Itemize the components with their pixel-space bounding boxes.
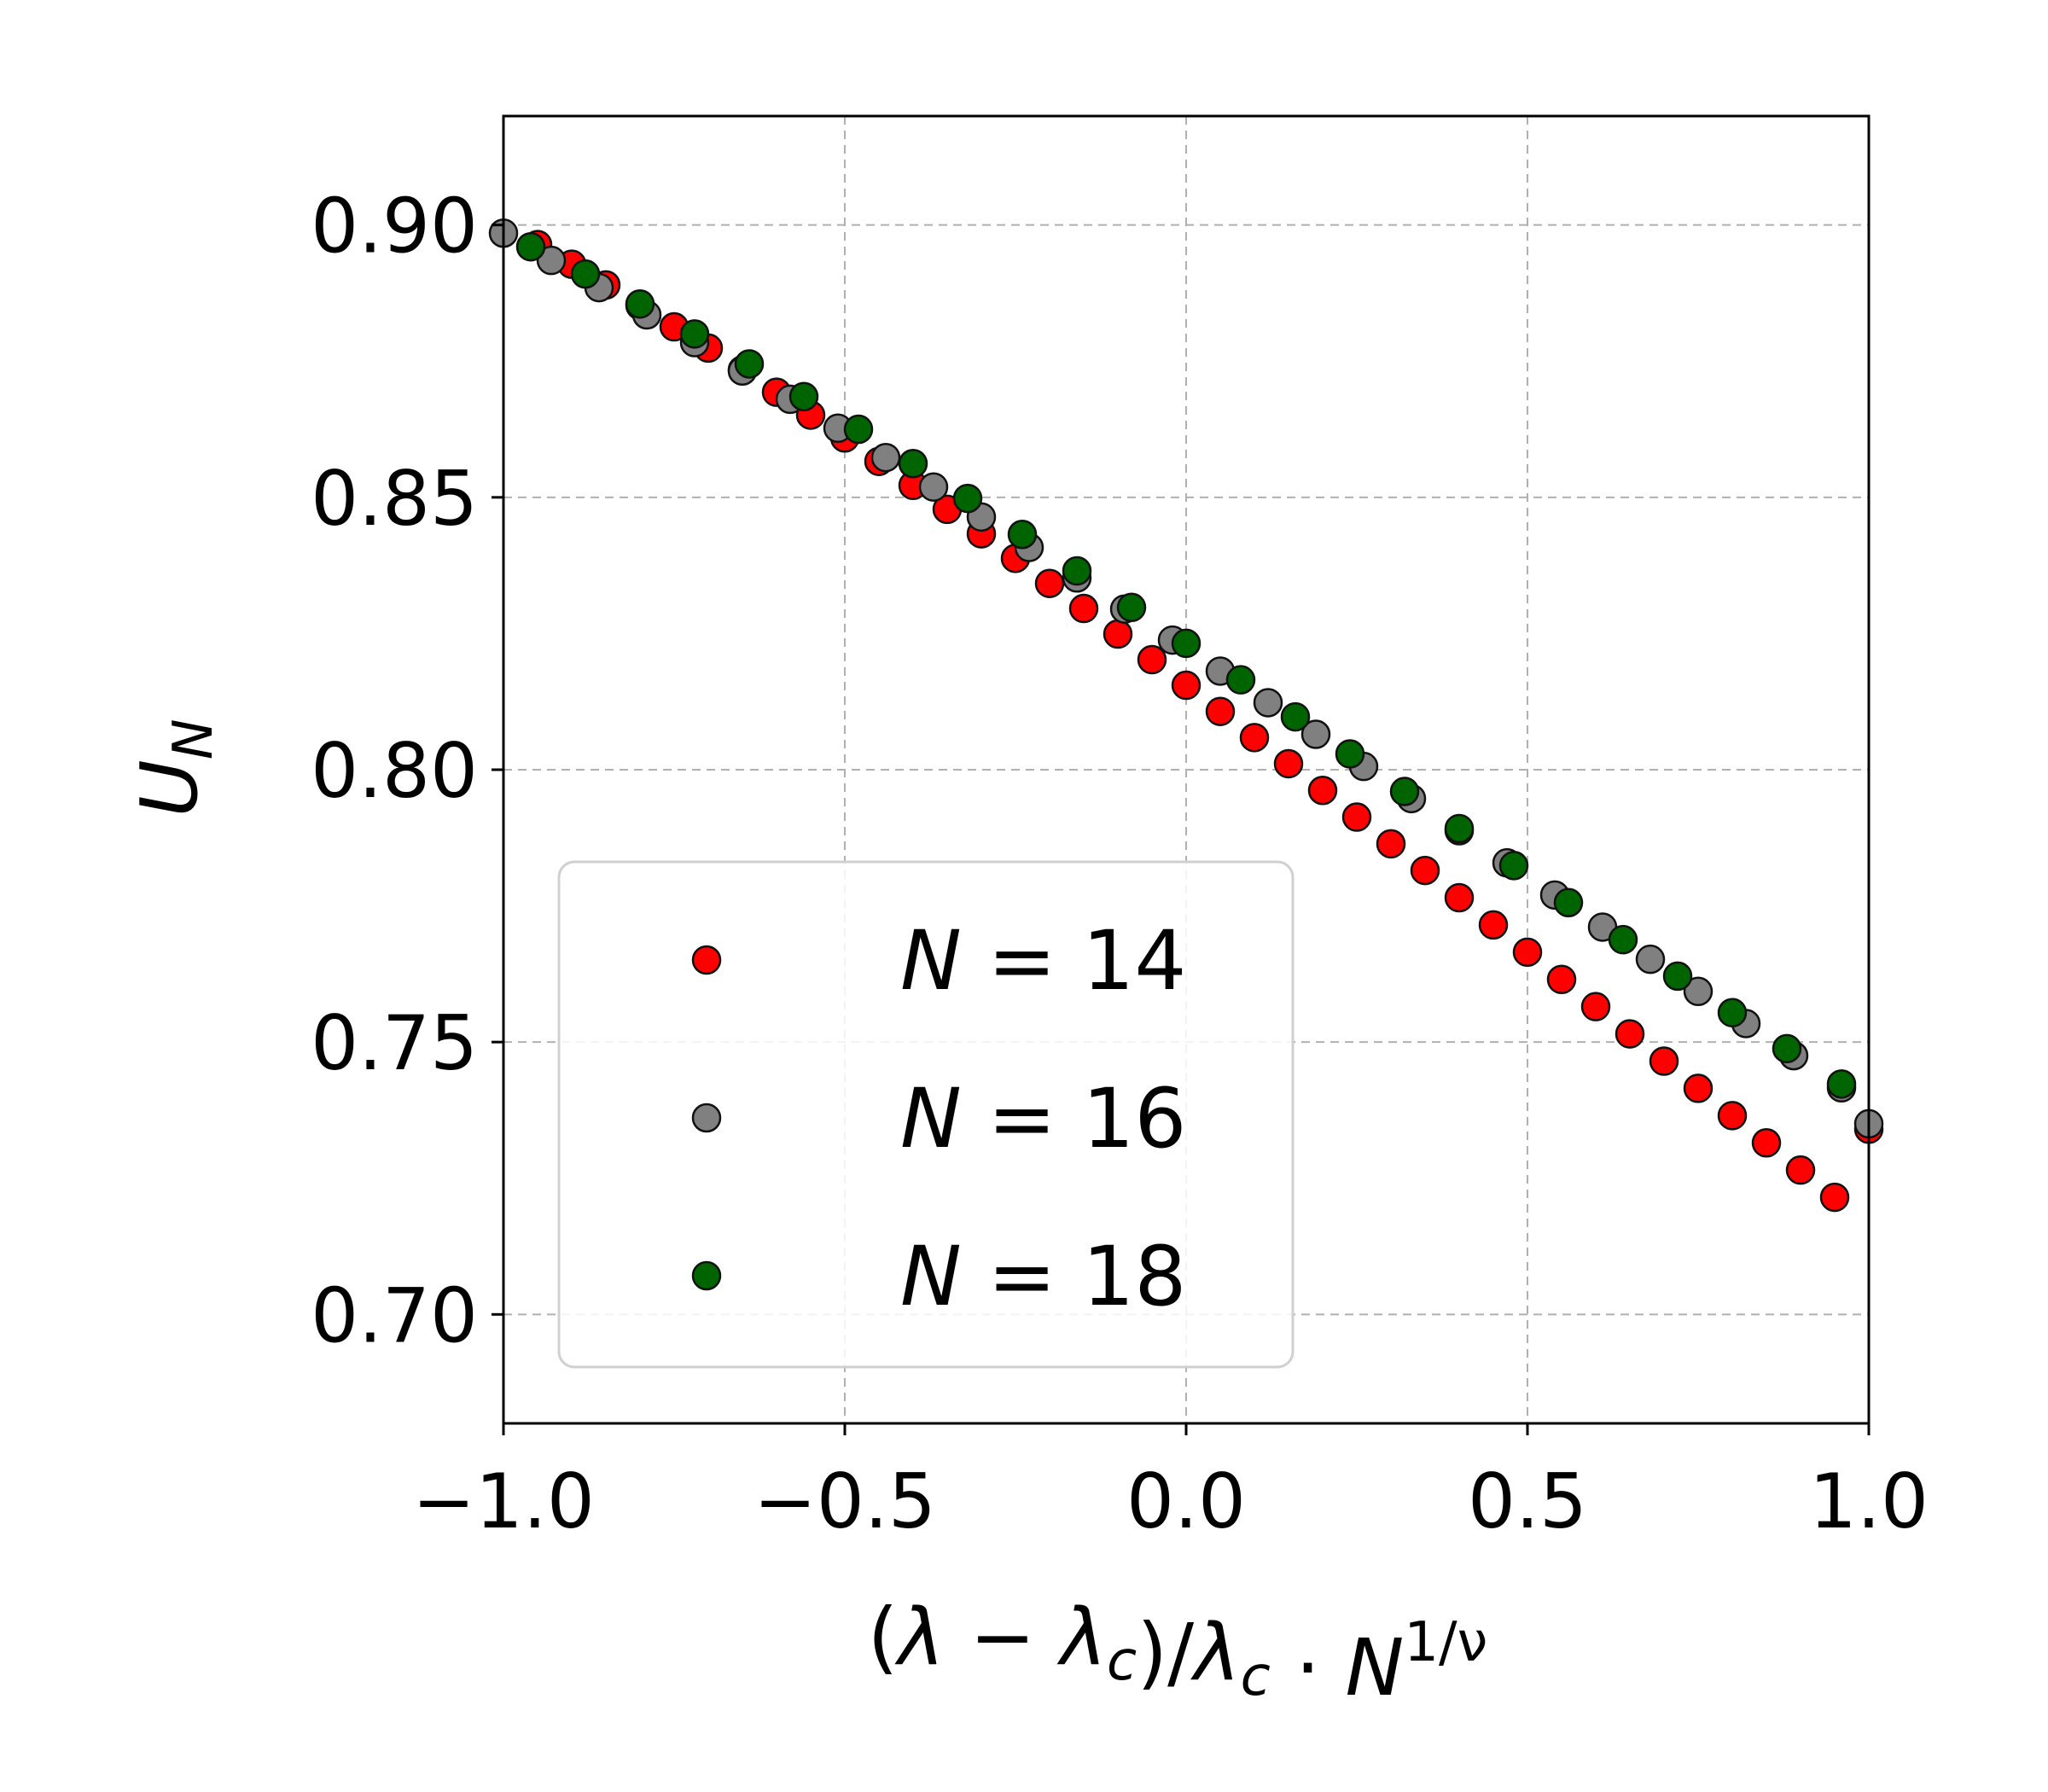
data-point — [1239, 723, 1270, 753]
data-point — [1307, 776, 1338, 806]
data-point — [1389, 777, 1420, 806]
data-points — [488, 218, 1884, 1213]
data-point — [1225, 665, 1256, 695]
data-point — [952, 483, 983, 514]
data-point — [1137, 644, 1167, 675]
legend-marker — [691, 1260, 722, 1291]
data-point — [1376, 829, 1406, 859]
legend-label: N = 16 — [900, 1071, 1186, 1167]
data-point — [570, 259, 601, 289]
data-point — [1171, 670, 1201, 701]
data-point — [1635, 944, 1666, 975]
data-point — [1444, 813, 1475, 844]
data-point — [1751, 1128, 1782, 1158]
data-point — [1007, 519, 1038, 550]
data-point — [1662, 961, 1693, 992]
data-point — [1683, 976, 1713, 1007]
data-point — [788, 381, 819, 411]
data-point — [1546, 964, 1577, 995]
y-tick-label: 0.75 — [311, 999, 478, 1087]
data-point — [1615, 1019, 1645, 1049]
x-tick-label: 0.5 — [1468, 1457, 1587, 1545]
legend-label: N = 18 — [900, 1229, 1186, 1324]
data-point — [1280, 701, 1311, 732]
legend-box — [557, 860, 1295, 1369]
data-point — [870, 442, 901, 473]
x-tick-label: 1.0 — [1809, 1457, 1929, 1545]
data-point — [918, 472, 949, 502]
x-tick-label: 0.0 — [1126, 1457, 1246, 1545]
data-point — [1273, 748, 1304, 779]
x-tick-label: −1.0 — [412, 1457, 595, 1545]
data-point — [1300, 719, 1331, 749]
data-point — [1717, 998, 1748, 1027]
y-tick-label: 0.80 — [311, 727, 478, 815]
data-point — [1410, 855, 1440, 886]
data-point — [1341, 802, 1372, 832]
data-point — [679, 319, 710, 349]
data-point — [898, 449, 928, 479]
y-tick-label: 0.70 — [311, 1271, 478, 1359]
data-point — [1512, 937, 1543, 968]
data-point — [1478, 910, 1509, 940]
y-tick-label: 0.85 — [311, 455, 478, 543]
data-point — [515, 231, 546, 262]
tick-labels: −1.0 −0.5 0.0 0.5 1.0 0.70 0.75 0.80 0.85 0.90 — [311, 183, 1929, 1545]
data-point — [843, 414, 874, 445]
data-point — [1068, 593, 1099, 624]
data-point — [1717, 1101, 1748, 1131]
data-point — [536, 245, 567, 276]
y-tick-label: 0.90 — [311, 183, 478, 271]
x-tick-label: −0.5 — [753, 1457, 936, 1545]
data-point — [1444, 882, 1475, 913]
data-point — [1553, 887, 1584, 918]
data-point — [1608, 924, 1638, 955]
legend-marker — [691, 1103, 722, 1133]
data-point — [1171, 628, 1201, 659]
series-3 — [515, 231, 1857, 1099]
data-point — [1498, 851, 1529, 881]
data-point — [1205, 696, 1236, 726]
data-point — [1253, 688, 1283, 718]
data-point — [1335, 739, 1365, 769]
data-point — [1819, 1182, 1850, 1213]
legend-label: N = 14 — [900, 913, 1186, 1009]
data-point — [625, 288, 655, 319]
data-point — [1826, 1069, 1857, 1099]
x-axis-label: (λ − λc)/λc · N1/ν — [868, 1591, 1488, 1713]
axis-ticks — [492, 224, 1871, 1435]
legend-marker — [691, 945, 722, 975]
data-point — [1062, 556, 1092, 586]
data-point — [734, 349, 765, 379]
data-point — [1580, 992, 1611, 1021]
data-point — [1116, 592, 1147, 623]
data-point — [1683, 1073, 1713, 1103]
data-point — [1785, 1155, 1816, 1185]
y-axis-label: UN — [124, 719, 225, 817]
data-point — [1103, 619, 1133, 649]
data-point — [1649, 1046, 1679, 1076]
legend: N = 14 N = 16 N = 18 — [557, 860, 1295, 1369]
data-point — [1034, 568, 1065, 598]
data-point — [1772, 1033, 1802, 1064]
